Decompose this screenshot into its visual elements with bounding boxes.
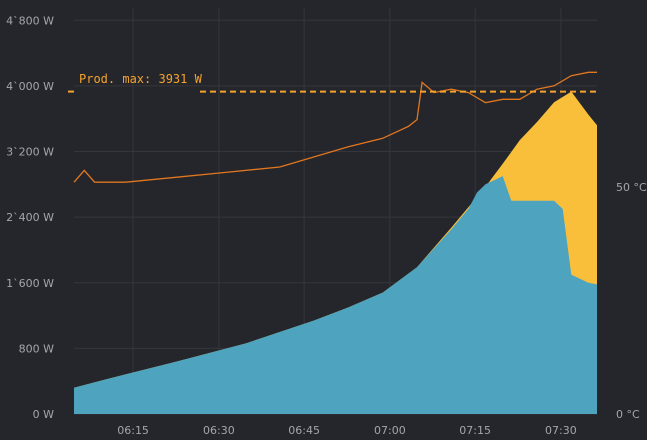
y-tick-label: 4`800 W	[6, 14, 54, 27]
axis-labels: 0 W 800 W 1`600 W 2`400 W 3`200 W 4`000 W 4`80…	[6, 14, 647, 437]
y-tick-label: 2`400 W	[6, 211, 54, 224]
data-layer	[73, 71, 597, 414]
x-tick-label: 07:15	[459, 424, 491, 437]
x-tick-label: 06:30	[203, 424, 235, 437]
max-production-label: Prod. max: 3931 W	[79, 72, 203, 86]
consumption-area	[74, 176, 597, 414]
y-tick-label: 800 W	[19, 342, 54, 355]
annotations: Prod. max: 3931 W	[68, 72, 600, 93]
temperature-line	[73, 71, 597, 183]
y-tick-label: 3`200 W	[6, 146, 54, 159]
y2-tick-label: 0 °C	[616, 408, 640, 421]
x-tick-label: 07:00	[374, 424, 406, 437]
y-tick-label: 1`600 W	[6, 277, 54, 290]
y-tick-label: 0 W	[33, 408, 54, 421]
x-tick-label: 06:15	[117, 424, 149, 437]
y-tick-label: 4`000 W	[6, 80, 54, 93]
x-tick-label: 07:30	[545, 424, 577, 437]
x-tick-label: 06:45	[288, 424, 320, 437]
y2-tick-label: 50 °C	[616, 181, 647, 194]
